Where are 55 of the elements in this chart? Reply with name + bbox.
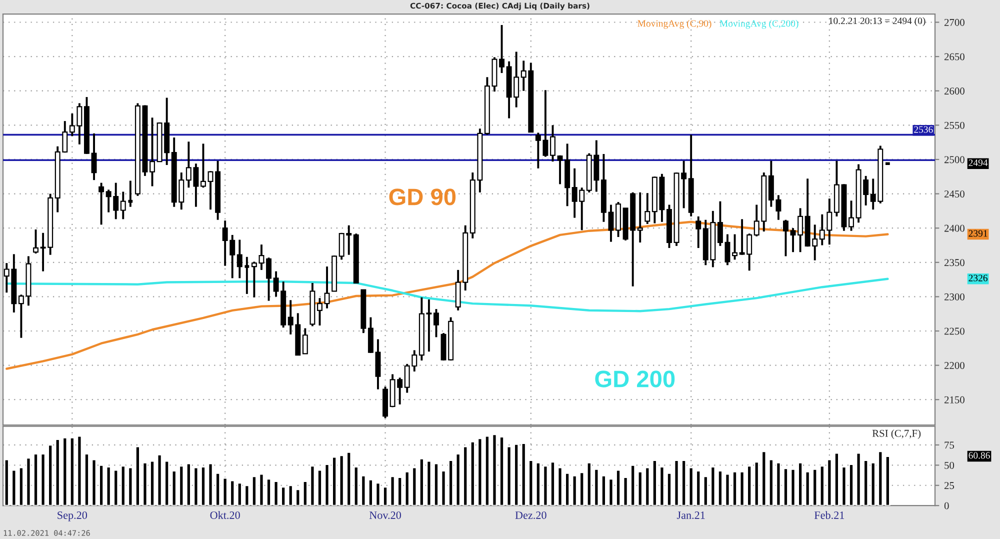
y-tick-label: 2300 — [944, 293, 964, 300]
candlestick — [324, 266, 330, 310]
chart-title: RSI (C,7,F) — [872, 430, 921, 439]
candlestick — [732, 233, 738, 261]
candlestick — [266, 256, 272, 302]
y-tick-label: 2350 — [944, 259, 964, 266]
y-tick-label: 2500 — [944, 156, 964, 164]
candlestick — [302, 327, 308, 355]
annotation: GD 90 — [389, 188, 456, 206]
candlestick — [782, 218, 788, 258]
text: 2494 — [968, 159, 988, 166]
text: 60.86 — [968, 452, 990, 459]
candlestick — [550, 124, 556, 163]
candlestick — [91, 132, 97, 182]
x-tick-label: Okt.20 — [210, 511, 240, 520]
y-tick-label: 50 — [944, 462, 954, 469]
text: MovingAvg (C,200) — [720, 20, 798, 29]
candlestick — [236, 238, 242, 280]
y-tick-label: 2400 — [944, 224, 964, 232]
line-series — [6, 278, 889, 312]
y-tick-label: 2450 — [944, 190, 964, 198]
candlestick — [150, 116, 156, 188]
text: MovingAvg (C,90) — [638, 20, 712, 29]
y-tick-label: 2250 — [944, 328, 964, 335]
y-tick-label: 2200 — [944, 362, 964, 370]
candlestick — [644, 192, 650, 225]
annotation: GD 200 — [595, 370, 675, 388]
y-tick-label: 0 — [944, 502, 949, 510]
candlestick — [696, 215, 702, 249]
y-tick-label: 2150 — [944, 396, 964, 404]
y-tick-label: 25 — [944, 482, 954, 490]
candlestick — [33, 228, 39, 254]
y-tick-label: 2700 — [944, 18, 964, 26]
candlestick — [316, 297, 322, 326]
candlestick — [433, 308, 439, 338]
x-tick-label: Sep.20 — [58, 511, 88, 522]
candlestick — [200, 142, 206, 189]
text: 2326 — [968, 274, 988, 282]
x-tick-label: Nov.20 — [369, 511, 401, 520]
x-tick-label: Feb.21 — [814, 511, 844, 520]
candlestick — [848, 200, 854, 232]
y-tick-label: 2600 — [944, 88, 964, 95]
candlestick — [637, 191, 643, 244]
annotation: 10.2.21 20:13 = 2494 (0) — [829, 17, 926, 26]
x-tick-label: Dez.20 — [515, 511, 546, 520]
line-series — [6, 220, 889, 370]
x-tick-label: Jan.21 — [676, 511, 705, 520]
candlestick — [98, 182, 104, 226]
candlestick — [499, 24, 505, 74]
ref-line-label: 2536 — [914, 126, 933, 133]
y-tick-label: 2550 — [944, 122, 964, 129]
y-tick-label: 75 — [944, 442, 954, 449]
candlestick — [120, 190, 126, 220]
text: 2391 — [968, 230, 988, 237]
y-tick-label: 2650 — [944, 53, 964, 60]
